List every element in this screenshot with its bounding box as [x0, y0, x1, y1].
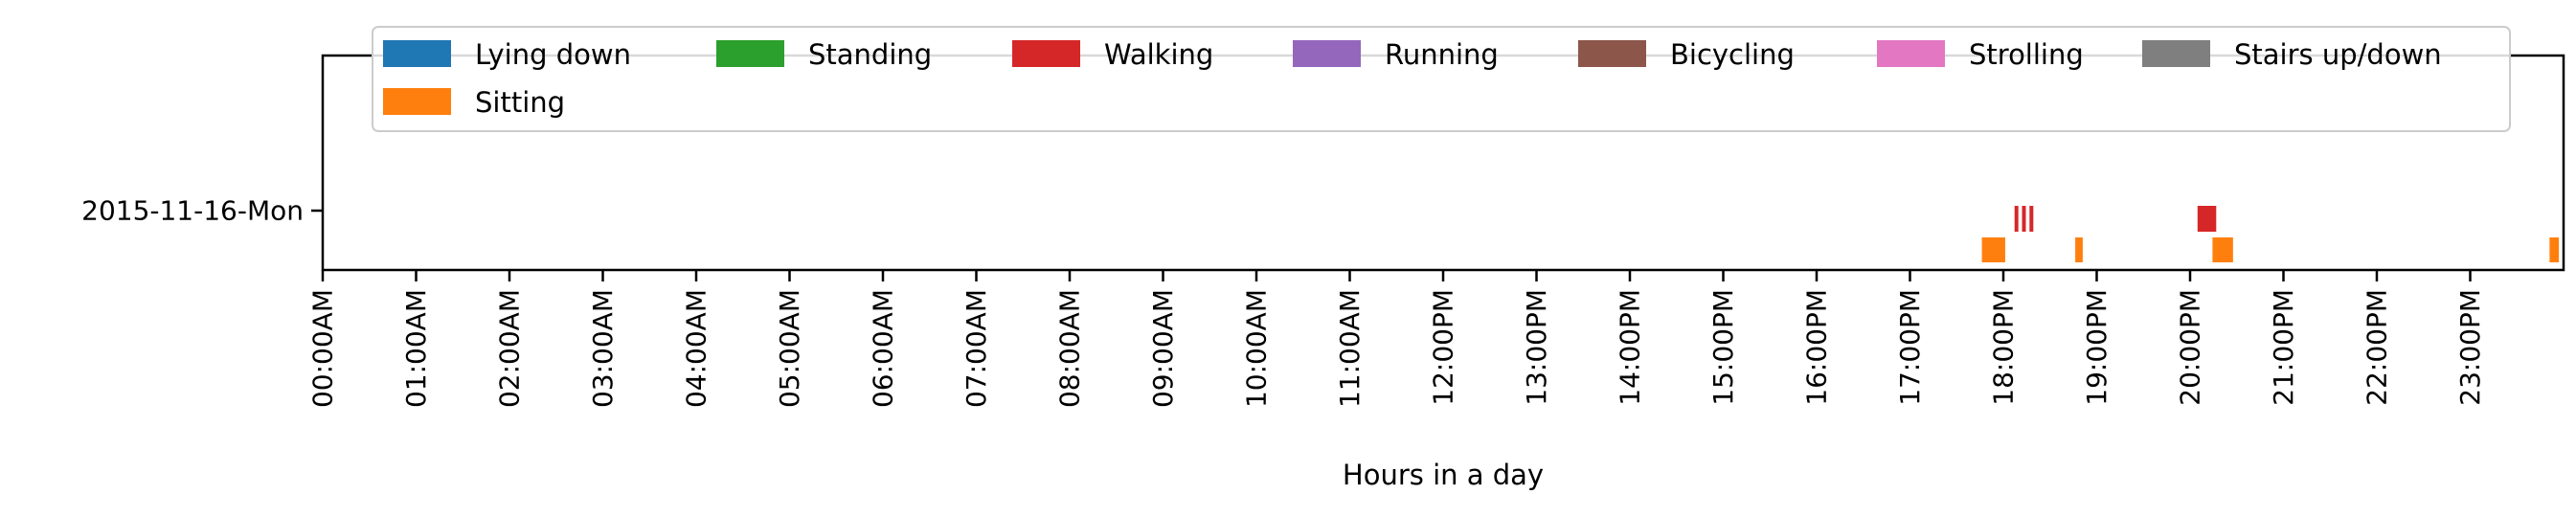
x-tick-label: 21:00PM: [2268, 289, 2299, 406]
x-tick-label: 13:00PM: [1521, 289, 1552, 406]
x-tick-label: 10:00AM: [1241, 289, 1273, 408]
legend-label-running: Running: [1385, 38, 1499, 71]
walking-bar: [2014, 206, 2019, 232]
y-tick-label: 2015-11-16-Mon: [81, 195, 304, 227]
walking-bar: [2197, 206, 2217, 232]
x-tick-label: 04:00AM: [681, 289, 712, 408]
legend-swatch-lying-down: [383, 40, 451, 67]
legend-label-lying-down: Lying down: [475, 38, 631, 71]
legend-swatch-standing: [716, 40, 784, 67]
x-tick-label: 15:00PM: [1707, 289, 1739, 406]
x-tick-label: 08:00AM: [1054, 289, 1086, 408]
x-tick-label: 12:00PM: [1428, 289, 1459, 406]
walking-bar: [2022, 206, 2026, 232]
x-tick-label: 14:00PM: [1615, 289, 1646, 406]
x-axis-ticks: 00:00AM 01:00AM 02:00AM 03:00AM 04:00AM 05:00…: [307, 270, 2486, 408]
x-tick-label: 07:00AM: [960, 289, 992, 408]
x-tick-label: 11:00AM: [1334, 289, 1366, 408]
legend-label-standing: Standing: [808, 38, 932, 71]
legend-swatch-strolling: [1877, 40, 1945, 67]
legend-box: [372, 26, 2511, 132]
sitting-bar: [2075, 237, 2083, 262]
legend-label-strolling: Strolling: [1969, 38, 2084, 71]
walking-bar: [2029, 206, 2034, 232]
legend-swatch-sitting: [383, 88, 451, 115]
x-tick-label: 03:00AM: [587, 289, 619, 408]
x-tick-label: 18:00PM: [1988, 289, 2020, 406]
legend-label-sitting: Sitting: [475, 86, 565, 119]
sitting-bar: [1981, 237, 2005, 262]
x-tick-label: 19:00PM: [2081, 289, 2113, 406]
x-tick-label: 01:00AM: [400, 289, 432, 408]
activity-bars: [1981, 206, 2560, 262]
x-axis-label: Hours in a day: [1343, 459, 1544, 491]
y-axis-ticks: 2015-11-16-Mon: [81, 195, 323, 227]
legend: Lying down Standing Walking Running Bicyclin…: [372, 26, 2511, 132]
legend-label-bicycling: Bicycling: [1670, 38, 1795, 71]
legend-swatch-stairs-up-down: [2142, 40, 2210, 67]
x-tick-label: 20:00PM: [2175, 289, 2206, 406]
x-tick-label: 02:00AM: [494, 289, 526, 408]
sitting-bar: [2212, 237, 2233, 262]
legend-label-stairs-up-down: Stairs up/down: [2234, 38, 2442, 71]
sitting-bar: [2549, 237, 2560, 262]
x-tick-label: 17:00PM: [1894, 289, 1926, 406]
x-tick-label: 23:00PM: [2454, 289, 2486, 406]
x-tick-label: 00:00AM: [307, 289, 339, 408]
legend-swatch-bicycling: [1578, 40, 1646, 67]
x-tick-label: 06:00AM: [868, 289, 899, 408]
x-tick-label: 09:00AM: [1147, 289, 1179, 408]
legend-swatch-running: [1293, 40, 1361, 67]
x-tick-label: 22:00PM: [2361, 289, 2393, 406]
legend-label-walking: Walking: [1104, 38, 1213, 71]
x-tick-label: 05:00AM: [774, 289, 805, 408]
x-tick-label: 16:00PM: [1801, 289, 1833, 406]
legend-swatch-walking: [1012, 40, 1080, 67]
